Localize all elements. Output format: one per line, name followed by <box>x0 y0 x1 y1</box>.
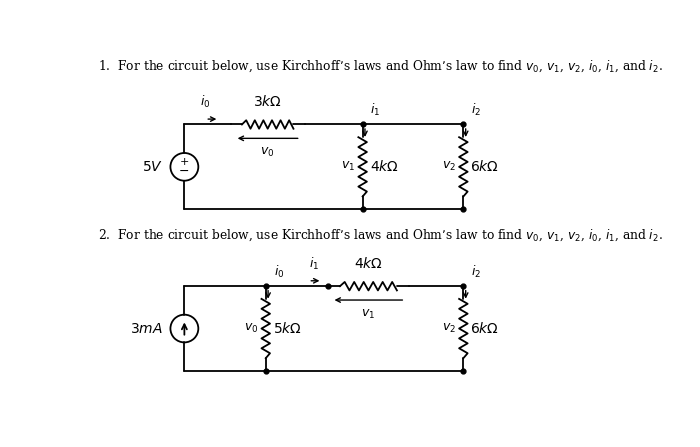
Text: $v_0$: $v_0$ <box>260 146 275 159</box>
Text: $3mA$: $3mA$ <box>130 321 162 336</box>
Text: $6k\Omega$: $6k\Omega$ <box>470 321 499 336</box>
Text: $5V$: $5V$ <box>141 160 162 174</box>
Text: $v_2$: $v_2$ <box>442 160 456 173</box>
Text: $4k\Omega$: $4k\Omega$ <box>354 256 383 271</box>
Text: $v_2$: $v_2$ <box>442 322 456 335</box>
Text: $v_0$: $v_0$ <box>244 322 258 335</box>
Text: $i_2$: $i_2$ <box>471 264 481 280</box>
Text: $i_1$: $i_1$ <box>370 102 381 118</box>
Text: $6k\Omega$: $6k\Omega$ <box>470 159 499 174</box>
Text: 1.  For the circuit below, use Kirchhoff’s laws and Ohm’s law to find $v_0$, $v_: 1. For the circuit below, use Kirchhoff’… <box>98 59 664 74</box>
Text: $v_1$: $v_1$ <box>341 160 355 173</box>
Text: $5k\Omega$: $5k\Omega$ <box>273 321 302 336</box>
Text: $4k\Omega$: $4k\Omega$ <box>370 159 398 174</box>
Text: +: + <box>180 157 189 167</box>
Text: −: − <box>179 165 190 178</box>
Text: $i_0$: $i_0$ <box>200 94 211 110</box>
Text: $i_2$: $i_2$ <box>471 102 481 118</box>
Text: $3k\Omega$: $3k\Omega$ <box>253 94 282 109</box>
Text: $i_0$: $i_0$ <box>274 264 284 280</box>
Text: $i_1$: $i_1$ <box>309 255 319 271</box>
Text: $v_1$: $v_1$ <box>361 308 375 321</box>
Text: 2.  For the circuit below, use Kirchhoff’s laws and Ohm’s law to find $v_0$, $v_: 2. For the circuit below, use Kirchhoff’… <box>98 228 664 243</box>
